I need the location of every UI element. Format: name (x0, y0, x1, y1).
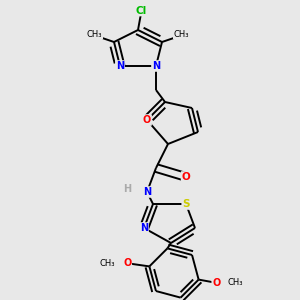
Text: CH₃: CH₃ (174, 30, 189, 39)
Text: CH₃: CH₃ (87, 30, 102, 39)
Text: O: O (123, 258, 131, 268)
Text: CH₃: CH₃ (99, 259, 115, 268)
Text: H: H (123, 184, 132, 194)
Text: N: N (152, 61, 160, 71)
Text: O: O (182, 172, 190, 182)
Text: N: N (140, 223, 148, 233)
Text: CH₃: CH₃ (227, 278, 243, 287)
Text: N: N (143, 187, 151, 197)
Text: S: S (182, 199, 190, 209)
Text: O: O (143, 115, 151, 125)
Text: Cl: Cl (135, 5, 147, 16)
Text: N: N (116, 61, 124, 71)
Text: O: O (212, 278, 220, 288)
